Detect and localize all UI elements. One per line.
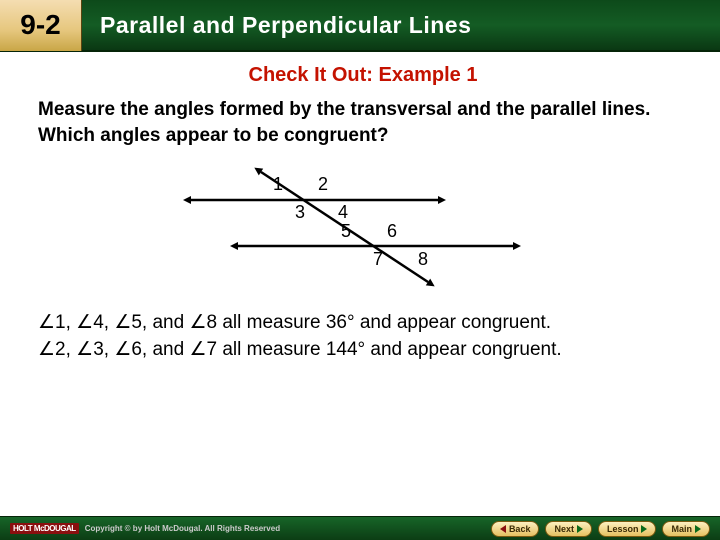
angle-number-label: 3 bbox=[295, 202, 305, 223]
angle-number-label: 7 bbox=[373, 249, 383, 270]
lesson-button[interactable]: Lesson bbox=[598, 521, 657, 537]
next-label: Next bbox=[554, 524, 574, 534]
lesson-label: Lesson bbox=[607, 524, 639, 534]
lesson-title: Parallel and Perpendicular Lines bbox=[100, 12, 471, 39]
answer-group-2: 2, ∠3, ∠6, and ∠7 bbox=[55, 339, 217, 360]
example-subtitle: Check It Out: Example 1 bbox=[36, 64, 690, 87]
angle-number-label: 1 bbox=[273, 174, 283, 195]
arrow-right-icon bbox=[641, 525, 647, 533]
problem-prompt: Measure the angles formed by the transve… bbox=[36, 97, 690, 148]
main-label: Main bbox=[671, 524, 692, 534]
section-number: 9-2 bbox=[20, 9, 60, 41]
answer-group-1: 1, ∠4, ∠5, and ∠8 bbox=[55, 312, 217, 333]
angle-number-label: 4 bbox=[338, 202, 348, 223]
copyright-text: Copyright © by Holt McDougal. All Rights… bbox=[85, 524, 280, 533]
content-area: Check It Out: Example 1 Measure the angl… bbox=[0, 52, 720, 363]
back-button[interactable]: Back bbox=[491, 521, 540, 537]
answer-text: ∠1, ∠4, ∠5, and ∠8 all measure 36° and a… bbox=[36, 310, 690, 363]
footer-bar: HOLT McDOUGAL Copyright © by Holt McDoug… bbox=[0, 516, 720, 540]
copyright-block: HOLT McDOUGAL Copyright © by Holt McDoug… bbox=[10, 523, 280, 534]
angle-diagram: 1 23 45 67 8 bbox=[183, 164, 543, 294]
arrow-right-icon bbox=[577, 525, 583, 533]
main-button[interactable]: Main bbox=[662, 521, 710, 537]
angle-symbol-icon: ∠ bbox=[38, 339, 55, 360]
next-button[interactable]: Next bbox=[545, 521, 592, 537]
answer-text-2: all measure 144° and appear congruent. bbox=[217, 339, 562, 360]
angle-number-label: 8 bbox=[418, 249, 428, 270]
diagram-svg bbox=[183, 164, 543, 294]
section-number-badge: 9-2 bbox=[0, 0, 82, 51]
nav-button-group: Back Next Lesson Main bbox=[491, 521, 710, 537]
angle-symbol-icon: ∠ bbox=[38, 312, 55, 333]
answer-text-1: all measure 36° and appear congruent. bbox=[217, 312, 551, 333]
angle-number-label: 2 bbox=[318, 174, 328, 195]
arrow-right-icon bbox=[695, 525, 701, 533]
header-bar: 9-2 Parallel and Perpendicular Lines bbox=[0, 0, 720, 52]
angle-number-label: 6 bbox=[387, 221, 397, 242]
arrow-left-icon bbox=[500, 525, 506, 533]
angle-number-label: 5 bbox=[341, 221, 351, 242]
back-label: Back bbox=[509, 524, 531, 534]
publisher-logo: HOLT McDOUGAL bbox=[10, 523, 79, 534]
